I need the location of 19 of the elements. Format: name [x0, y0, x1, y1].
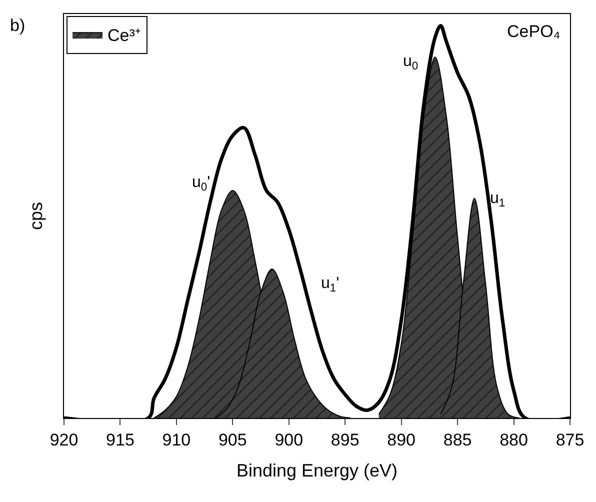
text: b): [10, 16, 26, 35]
x-tick-label: 880: [500, 430, 528, 450]
x-tick-label: 915: [106, 430, 134, 450]
annotation: u$_{0}$: [403, 53, 418, 72]
legend-label: Ce³⁺: [108, 26, 141, 46]
x-tick-label: 890: [387, 430, 416, 450]
x-axis-title: Binding Energy (eV): [236, 460, 398, 480]
x-tick-label: 900: [274, 430, 304, 450]
x-tick-label: 895: [330, 430, 360, 450]
annotation: CePO₄: [507, 22, 560, 41]
annotation: u$_{1}$': [321, 275, 340, 294]
x-tick-label: 875: [556, 430, 584, 450]
y-axis-title: cps: [26, 202, 46, 230]
annotation: u$_{0}$': [192, 174, 210, 194]
annotation: u$_{1}$: [490, 190, 506, 210]
x-tick-label: 885: [443, 430, 472, 450]
x-tick-label: 920: [50, 430, 78, 450]
x-tick-label: 905: [218, 430, 247, 450]
x-tick-label: 910: [162, 430, 191, 450]
